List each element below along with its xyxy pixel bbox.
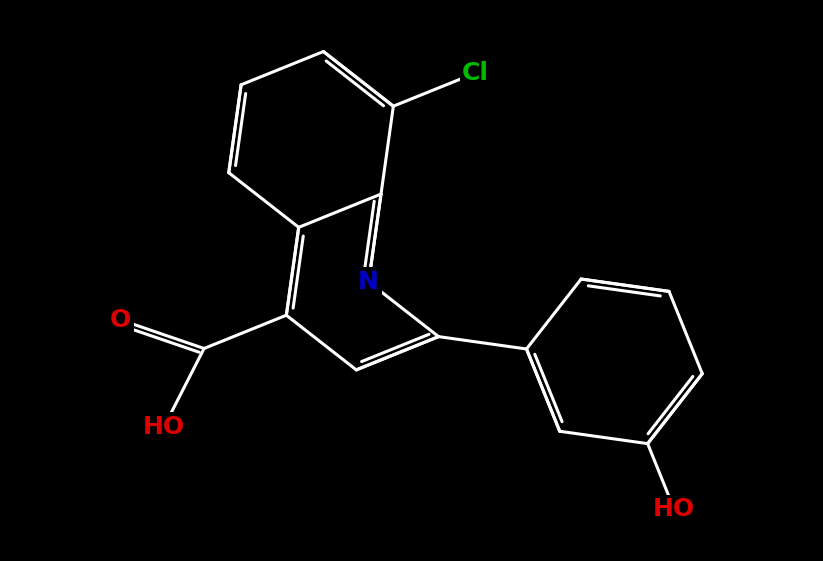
Text: N: N: [358, 270, 379, 294]
Text: O: O: [110, 308, 132, 332]
Text: HO: HO: [143, 415, 185, 439]
Text: Cl: Cl: [463, 61, 489, 85]
Text: HO: HO: [653, 498, 695, 522]
